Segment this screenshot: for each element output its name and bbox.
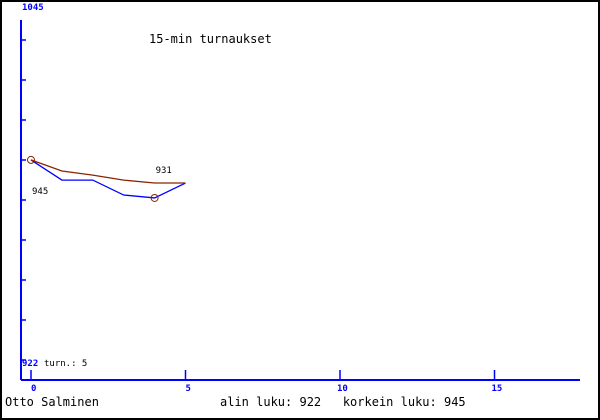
series-line-brown xyxy=(30,159,186,184)
player-name: Otto Salminen xyxy=(5,395,99,409)
chart-title: 15-min turnaukset xyxy=(149,32,272,46)
y-tick-top: 1045 xyxy=(22,3,44,13)
x-tick-label: 15 xyxy=(491,384,503,394)
point-marker xyxy=(27,155,35,164)
score-stats: alin luku: 922 korkein luku: 945 xyxy=(220,395,466,409)
series-line-blue xyxy=(30,159,186,199)
annotation-label: 931 xyxy=(155,166,172,177)
turn-count: turn.: 5 xyxy=(44,359,88,369)
y-tick-bottom: 922 xyxy=(22,359,39,369)
x-tick-label: 10 xyxy=(337,384,348,394)
x-tick-label: 5 xyxy=(185,384,191,394)
x-tick-label: 0 xyxy=(31,384,37,394)
annotation-label: 945 xyxy=(32,186,49,197)
point-marker xyxy=(150,193,159,202)
